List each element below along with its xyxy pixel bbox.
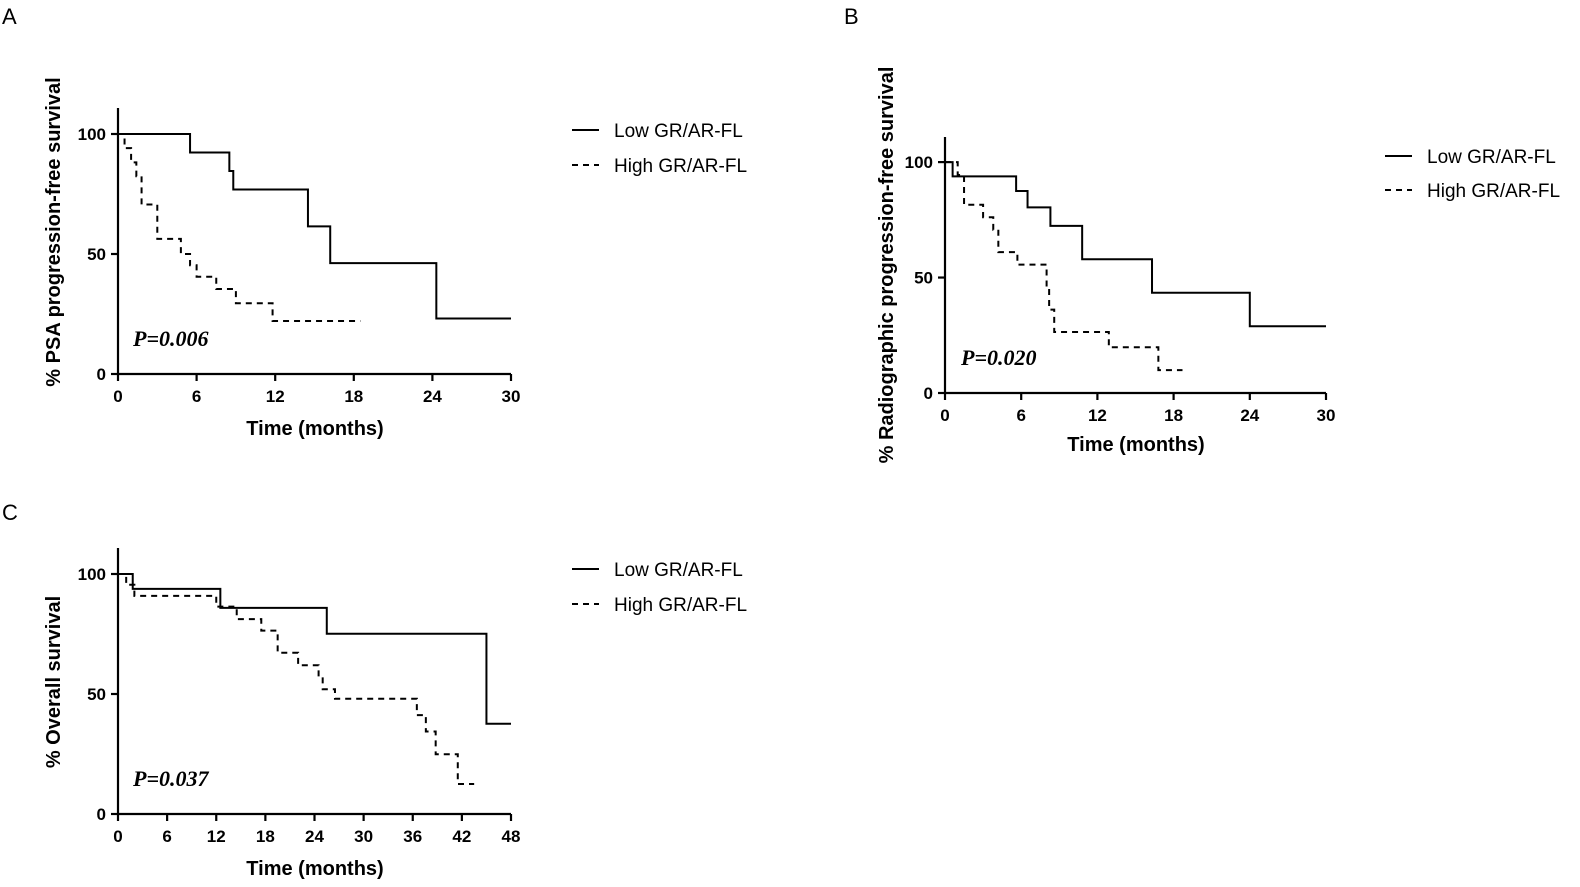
legend: Low GR/AR-FL High GR/AR-FL [572,121,747,177]
x-axis-title: Time (months) [1067,434,1204,456]
legend-label-low: Low GR/AR-FL [1427,147,1556,168]
y-tick-label: 0 [97,805,106,824]
x-tick-label: 12 [207,827,226,846]
y-tick-label: 50 [87,685,106,704]
x-tick-label: 24 [423,387,442,406]
x-axis-title: Time (months) [246,418,383,440]
x-tick-label: 12 [266,387,285,406]
x-tick-label: 0 [113,387,122,406]
x-tick-label: 6 [162,827,171,846]
legend: Low GR/AR-FL High GR/AR-FL [572,560,747,616]
x-tick-label: 30 [1317,406,1336,425]
series-line-high [118,133,361,322]
y-tick-label: 100 [78,125,106,144]
series-line-low [118,133,511,320]
x-tick-label: 12 [1088,406,1107,425]
panel-c: C % Overall survival Time (months) P=0.0… [2,500,747,880]
x-tick-label: 48 [502,827,521,846]
panel-a: A % PSA progression-free survival Time (… [2,4,747,440]
panel-label-a: A [2,4,17,29]
x-tick-label: 30 [354,827,373,846]
y-axis-title: % Overall survival [43,596,65,768]
legend: Low GR/AR-FL High GR/AR-FL [1385,147,1560,202]
series-line-high [945,161,1183,372]
x-tick-label: 6 [1016,406,1025,425]
x-tick-label: 18 [1164,406,1183,425]
panel-label-c: C [2,500,18,525]
y-axis-title: % Radiographic progression-free survival [876,67,898,464]
legend-label-high: High GR/AR-FL [1427,181,1560,202]
legend-label-low: Low GR/AR-FL [614,121,743,142]
panel-b: B % Radiographic progression-free surviv… [844,4,1560,463]
x-tick-label: 36 [403,827,422,846]
x-tick-label: 24 [1240,406,1259,425]
y-tick-label: 0 [924,384,933,403]
x-tick-label: 18 [344,387,363,406]
p-value-label: P=0.006 [132,326,208,351]
legend-label-high: High GR/AR-FL [614,156,747,177]
x-tick-label: 30 [502,387,521,406]
x-tick-label: 42 [452,827,471,846]
x-tick-label: 0 [940,406,949,425]
y-tick-label: 100 [78,565,106,584]
y-tick-label: 50 [914,269,933,288]
x-tick-label: 24 [305,827,324,846]
series-line-high [118,573,475,785]
legend-label-high: High GR/AR-FL [614,595,747,616]
y-axis-title: % PSA progression-free survival [43,77,65,386]
y-tick-label: 0 [97,365,106,384]
x-tick-label: 18 [256,827,275,846]
x-tick-label: 0 [113,827,122,846]
x-axis-title: Time (months) [246,858,383,880]
y-tick-label: 50 [87,245,106,264]
panel-label-b: B [844,4,859,29]
x-tick-label: 6 [192,387,201,406]
legend-label-low: Low GR/AR-FL [614,560,743,581]
p-value-label: P=0.020 [960,345,1036,370]
y-tick-label: 100 [905,153,933,172]
series-line-low [945,161,1326,328]
series-line-low [118,573,511,725]
p-value-label: P=0.037 [132,766,209,791]
